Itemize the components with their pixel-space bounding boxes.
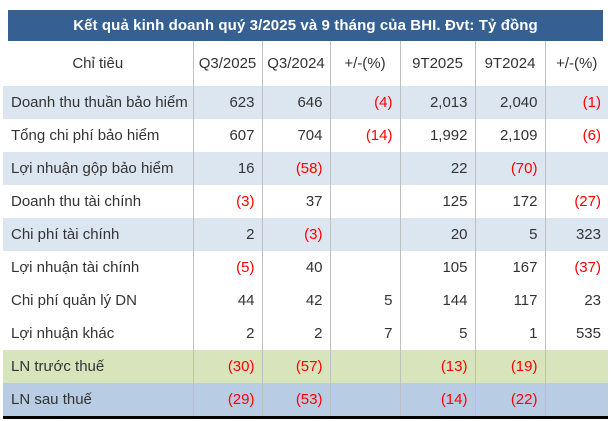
results-table: Chỉ tiêu Q3/2025 Q3/2024 +/-(%) 9T2025 9T2024… <box>3 41 608 419</box>
value-cell <box>329 251 400 284</box>
value-cell: (14) <box>329 119 400 152</box>
row-label: LN trước thuế <box>3 350 193 383</box>
value-cell: 623 <box>192 86 262 119</box>
row-label: Chi phí quản lý DN <box>3 284 193 317</box>
row-label: Chi phí tài chính <box>3 218 193 251</box>
table-row: LN trước thuế (30) (57) (13) (19) <box>3 350 608 383</box>
header-row: Chỉ tiêu Q3/2025 Q3/2024 +/-(%) 9T2025 9T2024… <box>3 41 608 86</box>
value-cell: (5) <box>192 251 262 284</box>
value-cell: 167 <box>474 251 545 284</box>
table-header: Chỉ tiêu Q3/2025 Q3/2024 +/-(%) 9T2025 9T2024… <box>3 41 608 86</box>
row-label: Doanh thu tài chính <box>3 185 193 218</box>
value-cell <box>544 350 608 383</box>
column-header: Q3/2025 <box>192 41 262 86</box>
value-cell <box>544 152 608 185</box>
value-cell: 37 <box>261 185 330 218</box>
value-cell: 2 <box>192 317 262 350</box>
column-header-label: Chỉ tiêu <box>3 41 193 86</box>
value-cell: 1,992 <box>399 119 475 152</box>
row-label: Tổng chi phí bảo hiểm <box>3 119 193 152</box>
value-cell: 20 <box>399 218 475 251</box>
table-row: LN sau thuế (29) (53) (14) (22) <box>3 383 608 418</box>
value-cell: 23 <box>544 284 608 317</box>
value-cell <box>329 383 400 418</box>
column-header: 9T2024 <box>474 41 545 86</box>
value-cell: 1 <box>474 317 545 350</box>
table-body: Doanh thu thuần bảo hiểm 623 646 (4) 2,013 2,… <box>3 86 608 418</box>
value-cell: 5 <box>399 317 475 350</box>
value-cell: (53) <box>261 383 330 418</box>
value-cell: (22) <box>474 383 545 418</box>
value-cell: 2 <box>261 317 330 350</box>
table-row: Chi phí tài chính 2 (3) 20 5 323 <box>3 218 608 251</box>
value-cell: 2 <box>192 218 262 251</box>
value-cell: (3) <box>261 218 330 251</box>
value-cell: 2,109 <box>474 119 545 152</box>
row-label: Lợi nhuận gộp bảo hiểm <box>3 152 193 185</box>
value-cell: 535 <box>544 317 608 350</box>
value-cell: (58) <box>261 152 330 185</box>
value-cell: 16 <box>192 152 262 185</box>
table-row: Tổng chi phí bảo hiểm 607 704 (14) 1,992 2,10… <box>3 119 608 152</box>
value-cell: 22 <box>399 152 475 185</box>
value-cell: (3) <box>192 185 262 218</box>
column-header: +/-(%) <box>329 41 400 86</box>
column-header: +/-(%) <box>544 41 608 86</box>
value-cell: 2,013 <box>399 86 475 119</box>
value-cell: 40 <box>261 251 330 284</box>
row-label: Doanh thu thuần bảo hiểm <box>3 86 193 119</box>
value-cell: 2,040 <box>474 86 545 119</box>
table-row: Lợi nhuận tài chính (5) 40 105 167 (37) <box>3 251 608 284</box>
value-cell: 144 <box>399 284 475 317</box>
value-cell: 323 <box>544 218 608 251</box>
value-cell <box>329 185 400 218</box>
column-header: Q3/2024 <box>261 41 330 86</box>
value-cell <box>329 218 400 251</box>
value-cell: (6) <box>544 119 608 152</box>
value-cell: 607 <box>192 119 262 152</box>
value-cell: (37) <box>544 251 608 284</box>
value-cell: (29) <box>192 383 262 418</box>
value-cell: 7 <box>329 317 400 350</box>
table-row: Lợi nhuận gộp bảo hiểm 16 (58) 22 (70) <box>3 152 608 185</box>
value-cell: 5 <box>474 218 545 251</box>
table-row: Doanh thu tài chính (3) 37 125 172 (27) <box>3 185 608 218</box>
value-cell: 704 <box>261 119 330 152</box>
value-cell: (57) <box>261 350 330 383</box>
table-row: Doanh thu thuần bảo hiểm 623 646 (4) 2,013 2,… <box>3 86 608 119</box>
value-cell: 42 <box>261 284 330 317</box>
table-row: Chi phí quản lý DN 44 42 5 144 117 23 <box>3 284 608 317</box>
table-title: Kết quả kinh doanh quý 3/2025 và 9 tháng… <box>8 10 603 41</box>
row-label: LN sau thuế <box>3 383 193 418</box>
value-cell: 172 <box>474 185 545 218</box>
value-cell: 105 <box>399 251 475 284</box>
value-cell: (27) <box>544 185 608 218</box>
value-cell: 117 <box>474 284 545 317</box>
value-cell <box>329 152 400 185</box>
value-cell <box>329 350 400 383</box>
value-cell: (30) <box>192 350 262 383</box>
value-cell: (14) <box>399 383 475 418</box>
column-header: 9T2025 <box>399 41 475 86</box>
value-cell: 5 <box>329 284 400 317</box>
value-cell <box>544 383 608 418</box>
row-label: Lợi nhuận khác <box>3 317 193 350</box>
row-label: Lợi nhuận tài chính <box>3 251 193 284</box>
value-cell: (4) <box>329 86 400 119</box>
value-cell: 646 <box>261 86 330 119</box>
value-cell: (1) <box>544 86 608 119</box>
value-cell: 44 <box>192 284 262 317</box>
value-cell: (70) <box>474 152 545 185</box>
value-cell: (13) <box>399 350 475 383</box>
table-row: Lợi nhuận khác 2 2 7 5 1 535 <box>3 317 608 350</box>
value-cell: 125 <box>399 185 475 218</box>
value-cell: (19) <box>474 350 545 383</box>
